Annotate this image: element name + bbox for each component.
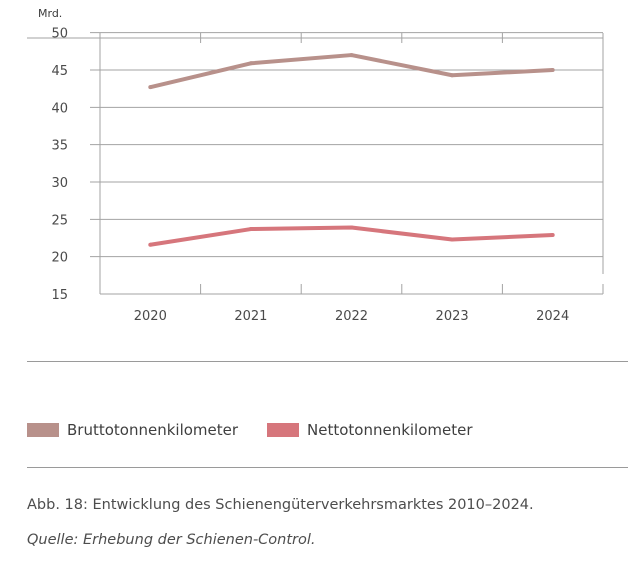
data-point-netto [450, 237, 455, 242]
y-tick-label: 25 [51, 213, 68, 228]
y-tick-label: 40 [51, 101, 68, 116]
figure-caption: Abb. 18: Entwicklung des Schienengüterve… [27, 497, 534, 513]
series-line-netto [149, 225, 553, 247]
x-tick-label: 2020 [134, 309, 167, 324]
data-point-brutto [450, 73, 455, 78]
x-tick-label: 2024 [536, 309, 569, 324]
figure-source: Quelle: Erhebung der Schienen-Control. [27, 532, 316, 548]
legend-item-brutto: Bruttotonnenkilometer [27, 421, 238, 439]
divider-bottom [27, 467, 628, 468]
data-point-brutto [148, 85, 153, 90]
series-line-brutto [149, 53, 553, 90]
y-unit-label: Mrd. [38, 7, 62, 20]
data-point-netto [148, 242, 153, 247]
data-point-brutto [248, 61, 253, 66]
y-tick-label: 20 [51, 251, 68, 266]
legend-swatch-brutto [27, 423, 59, 437]
y-tick-label: 45 [51, 64, 68, 79]
line-chart: Mrd. 15 20 25 30 35 40 45 50 2020 2021 2022 2023 2024 [27, 7, 604, 324]
legend-label-brutto: Bruttotonnenkilometer [67, 421, 239, 439]
data-point-brutto [349, 53, 354, 58]
y-tick-label: 30 [51, 176, 68, 191]
y-tick-label: 50 [51, 27, 68, 42]
legend-swatch-netto [267, 423, 299, 437]
data-point-netto [248, 227, 253, 232]
x-tick-label: 2023 [436, 309, 469, 324]
y-tick-label: 35 [51, 139, 68, 154]
data-point-brutto [550, 68, 555, 72]
data-point-netto [550, 233, 555, 238]
y-tick-label: 15 [51, 288, 68, 303]
divider-top [27, 361, 628, 362]
x-tick-label: 2022 [335, 309, 368, 324]
legend-label-netto: Nettotonnenkilometer [307, 421, 473, 439]
x-tick-label: 2021 [234, 309, 267, 324]
legend-item-netto: Nettotonnenkilometer [267, 421, 473, 439]
data-point-netto [349, 225, 354, 230]
